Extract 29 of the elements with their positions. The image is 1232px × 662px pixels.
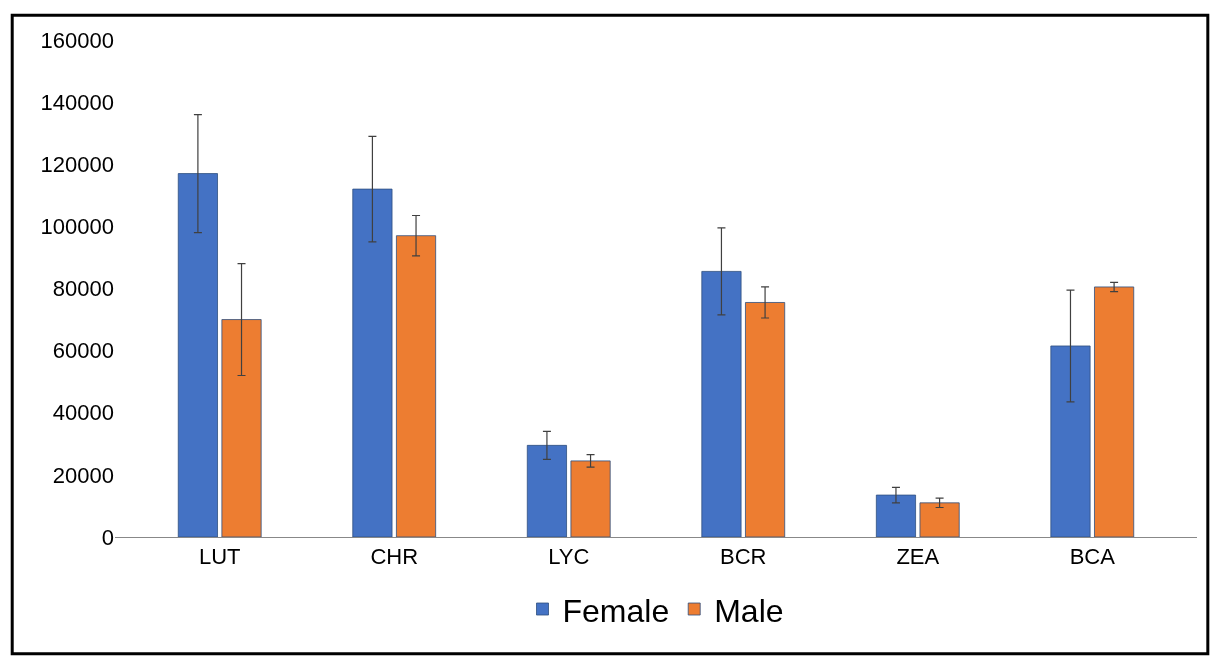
- bar: [1094, 286, 1135, 537]
- legend-label: Male: [714, 592, 784, 629]
- bar: [352, 188, 393, 537]
- y-tick-label: 60000: [52, 338, 114, 364]
- x-tick-label: LYC: [548, 544, 590, 570]
- y-tick-label: 0: [101, 524, 114, 550]
- bar: [570, 460, 611, 537]
- x-tick-label: BCA: [1069, 544, 1116, 570]
- bar: [177, 173, 218, 537]
- x-tick-label: LUT: [198, 544, 241, 570]
- x-tick-label: BCR: [720, 544, 767, 570]
- bar: [875, 494, 916, 537]
- y-tick-label: 160000: [40, 27, 114, 53]
- bar: [526, 444, 567, 537]
- x-tick-label: CHR: [370, 544, 419, 570]
- bar: [396, 235, 437, 537]
- x-tick-label: ZEA: [896, 544, 940, 570]
- bar: [701, 271, 742, 537]
- y-tick-label: 100000: [40, 214, 114, 240]
- bar: [221, 319, 262, 537]
- bar: [919, 502, 960, 537]
- y-tick-label: 40000: [52, 400, 114, 426]
- y-tick-label: 120000: [40, 151, 114, 177]
- y-tick-label: 20000: [52, 462, 114, 488]
- y-tick-label: 80000: [52, 276, 114, 302]
- bar: [745, 302, 786, 537]
- bar: [1050, 345, 1091, 537]
- y-tick-label: 140000: [40, 89, 114, 115]
- legend-label: Female: [562, 592, 670, 629]
